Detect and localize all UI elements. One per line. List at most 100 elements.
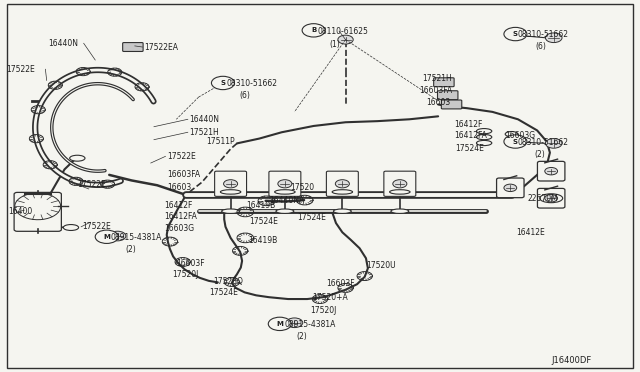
- FancyBboxPatch shape: [497, 178, 524, 198]
- Text: 17520+A: 17520+A: [312, 293, 348, 302]
- Circle shape: [393, 180, 407, 188]
- Text: S: S: [513, 138, 518, 145]
- Text: 17520J: 17520J: [172, 270, 198, 279]
- FancyBboxPatch shape: [434, 78, 454, 87]
- FancyBboxPatch shape: [214, 171, 246, 196]
- Text: 17520J: 17520J: [310, 307, 337, 315]
- Text: 16603F: 16603F: [326, 279, 355, 288]
- Text: 17522E: 17522E: [83, 222, 111, 231]
- Circle shape: [109, 231, 126, 241]
- Circle shape: [504, 135, 527, 148]
- FancyBboxPatch shape: [438, 91, 458, 100]
- Text: (2): (2): [296, 332, 307, 341]
- Text: 16412F: 16412F: [164, 201, 193, 210]
- Text: 16603G: 16603G: [505, 131, 535, 141]
- Text: 16603: 16603: [167, 183, 191, 192]
- Circle shape: [545, 167, 557, 175]
- Ellipse shape: [275, 190, 295, 194]
- Circle shape: [338, 35, 353, 44]
- Text: 16412FA: 16412FA: [454, 131, 487, 141]
- Text: 17524E: 17524E: [456, 144, 484, 153]
- Text: 17521H: 17521H: [189, 128, 219, 137]
- Text: 17521H: 17521H: [422, 74, 452, 83]
- FancyBboxPatch shape: [538, 161, 565, 181]
- Circle shape: [504, 184, 516, 192]
- Text: 16412E: 16412E: [516, 228, 545, 237]
- Ellipse shape: [221, 209, 239, 214]
- Ellipse shape: [390, 190, 410, 194]
- Text: 16603F: 16603F: [176, 259, 205, 267]
- Text: 16603G: 16603G: [164, 224, 195, 233]
- Text: S: S: [220, 80, 225, 86]
- Text: (6): (6): [239, 91, 250, 100]
- Circle shape: [335, 180, 349, 188]
- FancyBboxPatch shape: [538, 188, 565, 208]
- Text: 16440N: 16440N: [189, 115, 219, 124]
- FancyBboxPatch shape: [123, 42, 143, 51]
- Ellipse shape: [476, 140, 492, 145]
- Circle shape: [302, 24, 325, 37]
- Text: J16400DF: J16400DF: [551, 356, 591, 365]
- Text: 16603: 16603: [426, 99, 451, 108]
- FancyBboxPatch shape: [326, 171, 358, 196]
- Ellipse shape: [476, 135, 492, 140]
- Ellipse shape: [63, 225, 79, 231]
- Circle shape: [545, 138, 562, 148]
- Text: 16419B: 16419B: [248, 236, 278, 246]
- Circle shape: [286, 318, 303, 328]
- Ellipse shape: [332, 190, 353, 194]
- Text: 16440N: 16440N: [49, 39, 79, 48]
- Ellipse shape: [476, 129, 492, 134]
- Circle shape: [545, 195, 557, 202]
- Ellipse shape: [70, 155, 85, 161]
- Ellipse shape: [505, 132, 518, 137]
- Text: B: B: [311, 28, 316, 33]
- Text: 22670M: 22670M: [527, 195, 558, 203]
- Text: 16603FA: 16603FA: [167, 170, 200, 179]
- Text: S: S: [513, 31, 518, 37]
- Circle shape: [211, 76, 234, 90]
- Circle shape: [268, 317, 291, 331]
- Circle shape: [95, 230, 118, 243]
- Text: 08310-51662: 08310-51662: [518, 138, 569, 147]
- Circle shape: [504, 28, 527, 41]
- Ellipse shape: [333, 209, 351, 214]
- Text: 17522EA: 17522EA: [145, 42, 179, 51]
- Text: 08310-51662: 08310-51662: [226, 79, 277, 88]
- Text: (2): (2): [534, 150, 545, 158]
- Ellipse shape: [391, 209, 409, 214]
- Text: 16440NA: 16440NA: [269, 196, 304, 205]
- Text: 17522E: 17522E: [77, 180, 106, 189]
- Text: 08915-4381A: 08915-4381A: [111, 233, 162, 243]
- Text: 16400: 16400: [8, 208, 33, 217]
- Text: 17524E: 17524E: [297, 213, 326, 222]
- Text: 17524E: 17524E: [249, 217, 278, 226]
- Text: 08110-61625: 08110-61625: [317, 26, 369, 36]
- FancyBboxPatch shape: [269, 171, 301, 196]
- Text: M: M: [276, 321, 284, 327]
- Text: 17520: 17520: [291, 183, 315, 192]
- FancyBboxPatch shape: [14, 192, 61, 231]
- Text: 08310-51662: 08310-51662: [518, 30, 569, 39]
- Text: (2): (2): [125, 244, 136, 253]
- Ellipse shape: [276, 209, 294, 214]
- Text: 17511P: 17511P: [206, 137, 235, 146]
- Text: 17520U: 17520U: [366, 261, 396, 270]
- Circle shape: [545, 33, 562, 42]
- Text: 16412FA: 16412FA: [164, 212, 197, 221]
- Text: M: M: [103, 234, 110, 240]
- Ellipse shape: [220, 190, 241, 194]
- Text: 17522E: 17522E: [167, 152, 195, 161]
- Text: (1): (1): [330, 40, 340, 49]
- Text: 16603FA: 16603FA: [420, 86, 452, 95]
- Circle shape: [278, 180, 292, 188]
- Text: 17528Q: 17528Q: [212, 277, 243, 286]
- FancyBboxPatch shape: [442, 100, 462, 109]
- Text: 17522E: 17522E: [6, 65, 35, 74]
- Ellipse shape: [540, 194, 563, 203]
- Circle shape: [223, 180, 237, 188]
- Text: 17524E: 17524E: [209, 288, 237, 297]
- Text: (6): (6): [536, 42, 547, 51]
- FancyBboxPatch shape: [384, 171, 416, 196]
- Text: 16412F: 16412F: [454, 121, 483, 129]
